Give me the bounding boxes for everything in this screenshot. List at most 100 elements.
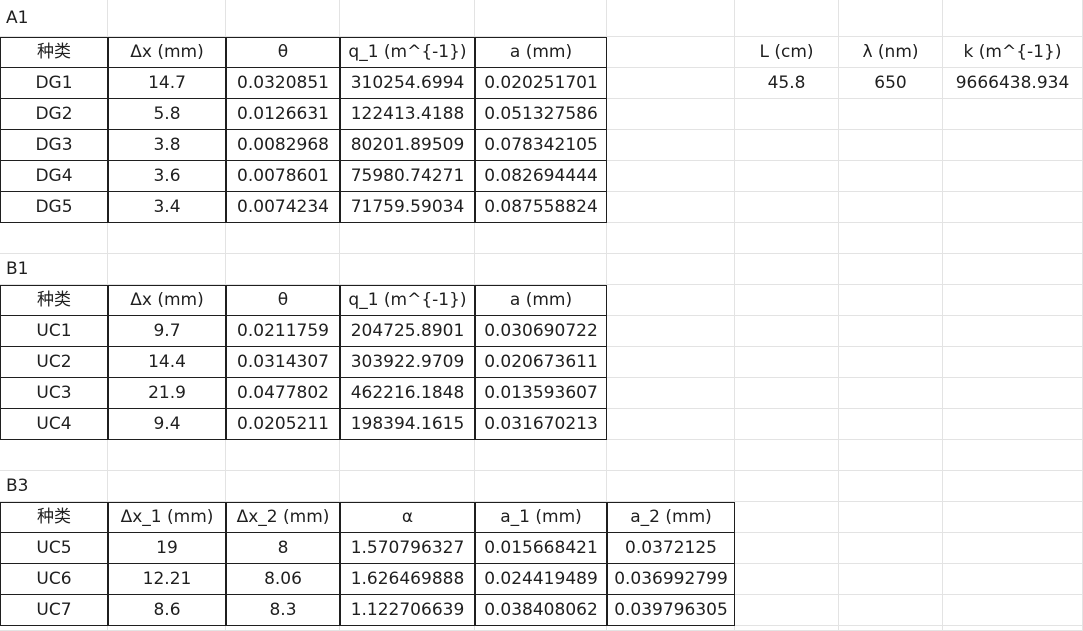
empty-cell[interactable]	[735, 99, 839, 130]
empty-cell[interactable]	[340, 0, 475, 37]
data-cell[interactable]: 5.8	[108, 99, 226, 130]
empty-cell[interactable]	[735, 316, 839, 347]
empty-cell[interactable]	[943, 99, 1083, 130]
empty-cell[interactable]	[226, 254, 340, 285]
header-cell[interactable]: θ	[226, 285, 340, 316]
empty-cell[interactable]	[607, 254, 735, 285]
data-cell[interactable]: 0.087558824	[475, 192, 607, 223]
data-cell[interactable]: 0.024419489	[475, 564, 607, 595]
empty-cell[interactable]	[0, 626, 108, 631]
empty-cell[interactable]	[226, 223, 340, 254]
row-label-cell[interactable]: UC2	[0, 347, 108, 378]
data-cell[interactable]: 8	[226, 533, 340, 564]
empty-cell[interactable]	[839, 0, 943, 37]
data-cell[interactable]: 0.082694444	[475, 161, 607, 192]
data-cell[interactable]: 0.0074234	[226, 192, 340, 223]
row-label-cell[interactable]: UC4	[0, 409, 108, 440]
data-cell[interactable]: 3.8	[108, 130, 226, 161]
empty-cell[interactable]	[839, 595, 943, 626]
data-cell[interactable]: 8.6	[108, 595, 226, 626]
empty-cell[interactable]	[607, 316, 735, 347]
empty-cell[interactable]	[839, 223, 943, 254]
empty-cell[interactable]	[226, 0, 340, 37]
empty-cell[interactable]	[839, 316, 943, 347]
data-cell[interactable]: 12.21	[108, 564, 226, 595]
data-cell[interactable]: 0.036992799	[607, 564, 735, 595]
empty-cell[interactable]	[607, 37, 735, 68]
empty-cell[interactable]	[943, 223, 1083, 254]
empty-cell[interactable]	[735, 0, 839, 37]
row-label-cell[interactable]: UC3	[0, 378, 108, 409]
empty-cell[interactable]	[607, 161, 735, 192]
empty-cell[interactable]	[108, 471, 226, 502]
data-cell[interactable]: 71759.59034	[340, 192, 475, 223]
data-cell[interactable]: 0.020251701	[475, 68, 607, 99]
data-cell[interactable]: 0.013593607	[475, 378, 607, 409]
header-cell[interactable]: Δx_2 (mm)	[226, 502, 340, 533]
header-cell[interactable]: a (mm)	[475, 37, 607, 68]
data-cell[interactable]: 21.9	[108, 378, 226, 409]
data-cell[interactable]: 19	[108, 533, 226, 564]
empty-cell[interactable]	[475, 626, 607, 631]
empty-cell[interactable]	[735, 130, 839, 161]
table-title-b1[interactable]: B1	[0, 254, 108, 285]
data-cell[interactable]: 310254.6994	[340, 68, 475, 99]
empty-cell[interactable]	[839, 626, 943, 631]
data-cell[interactable]: 0.0314307	[226, 347, 340, 378]
row-label-cell[interactable]: DG1	[0, 68, 108, 99]
data-cell[interactable]: 204725.8901	[340, 316, 475, 347]
table-title-b3[interactable]: B3	[0, 471, 108, 502]
empty-cell[interactable]	[943, 254, 1083, 285]
empty-cell[interactable]	[735, 564, 839, 595]
empty-cell[interactable]	[839, 409, 943, 440]
data-cell[interactable]: 1.570796327	[340, 533, 475, 564]
empty-cell[interactable]	[943, 347, 1083, 378]
data-cell[interactable]: 0.0320851	[226, 68, 340, 99]
data-cell[interactable]: 1.626469888	[340, 564, 475, 595]
empty-cell[interactable]	[108, 0, 226, 37]
data-cell[interactable]: 75980.74271	[340, 161, 475, 192]
empty-cell[interactable]	[735, 223, 839, 254]
empty-cell[interactable]	[839, 564, 943, 595]
empty-cell[interactable]	[108, 223, 226, 254]
empty-cell[interactable]	[943, 130, 1083, 161]
data-cell[interactable]: 14.7	[108, 68, 226, 99]
empty-cell[interactable]	[943, 0, 1083, 37]
empty-cell[interactable]	[735, 626, 839, 631]
empty-cell[interactable]	[340, 471, 475, 502]
empty-cell[interactable]	[839, 471, 943, 502]
empty-cell[interactable]	[607, 223, 735, 254]
empty-cell[interactable]	[839, 99, 943, 130]
empty-cell[interactable]	[607, 192, 735, 223]
empty-cell[interactable]	[735, 440, 839, 471]
empty-cell[interactable]	[943, 533, 1083, 564]
empty-cell[interactable]	[735, 502, 839, 533]
empty-cell[interactable]	[943, 595, 1083, 626]
header-cell[interactable]: a (mm)	[475, 285, 607, 316]
row-label-cell[interactable]: DG3	[0, 130, 108, 161]
empty-cell[interactable]	[0, 440, 108, 471]
data-cell[interactable]: 0.051327586	[475, 99, 607, 130]
data-cell[interactable]: 80201.89509	[340, 130, 475, 161]
constant-value-cell[interactable]: 9666438.934	[943, 68, 1083, 99]
data-cell[interactable]: 0.0126631	[226, 99, 340, 130]
data-cell[interactable]: 0.039796305	[607, 595, 735, 626]
header-cell[interactable]: 种类	[0, 502, 108, 533]
empty-cell[interactable]	[839, 254, 943, 285]
empty-cell[interactable]	[735, 161, 839, 192]
data-cell[interactable]: 198394.1615	[340, 409, 475, 440]
empty-cell[interactable]	[607, 378, 735, 409]
constant-header-cell[interactable]: L (cm)	[735, 37, 839, 68]
data-cell[interactable]: 9.7	[108, 316, 226, 347]
empty-cell[interactable]	[839, 347, 943, 378]
empty-cell[interactable]	[226, 440, 340, 471]
data-cell[interactable]: 3.6	[108, 161, 226, 192]
header-cell[interactable]: Δx (mm)	[108, 285, 226, 316]
empty-cell[interactable]	[943, 440, 1083, 471]
empty-cell[interactable]	[943, 409, 1083, 440]
data-cell[interactable]: 0.0372125	[607, 533, 735, 564]
empty-cell[interactable]	[735, 471, 839, 502]
empty-cell[interactable]	[735, 192, 839, 223]
empty-cell[interactable]	[839, 502, 943, 533]
empty-cell[interactable]	[607, 130, 735, 161]
